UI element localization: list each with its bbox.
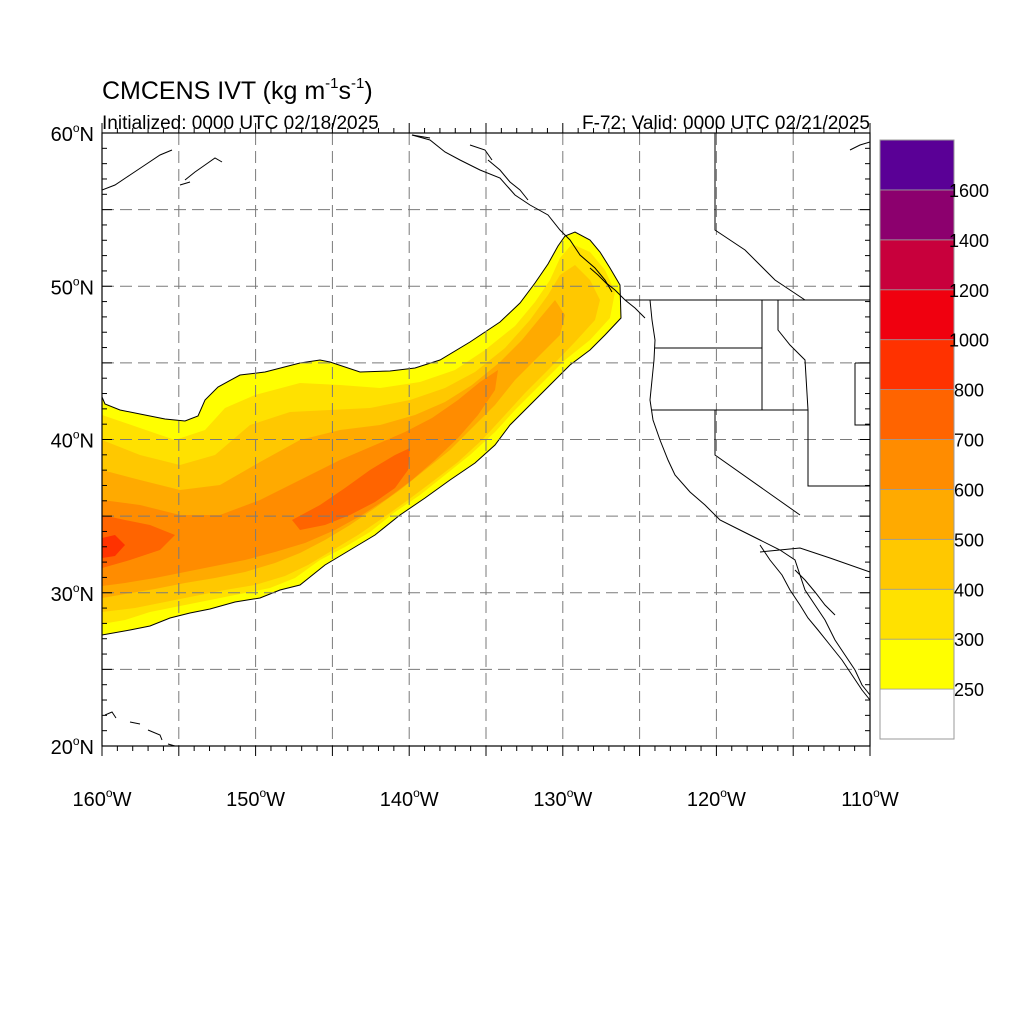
colorbar: 250 300 400 500 600 700 800 1000 1200 1400 1600 bbox=[879, 139, 989, 740]
colorbar-swatch bbox=[879, 588, 955, 640]
ivt-band-600 bbox=[102, 370, 498, 586]
lat-label: 50oN bbox=[51, 274, 94, 299]
ivt-plume bbox=[102, 231, 622, 636]
colorbar-label: 300 bbox=[954, 630, 984, 650]
colorbar-label: 700 bbox=[954, 431, 984, 451]
ivt-band-700-core bbox=[292, 448, 410, 530]
colorbar-label: 1400 bbox=[949, 231, 989, 251]
colorbar-swatch bbox=[879, 489, 955, 540]
latitude-labels: 60oN 50oN 40oN 30oN 20oN bbox=[51, 121, 94, 759]
colorbar-swatch bbox=[879, 538, 955, 590]
map-panel bbox=[102, 133, 870, 746]
lon-label: 110oW bbox=[841, 786, 899, 811]
colorbar-swatch bbox=[879, 389, 955, 440]
initialized-label: Initialized: 0000 UTC 02/18/2025 bbox=[102, 113, 379, 134]
colorbar-label: 250 bbox=[954, 680, 984, 700]
axis-ticks bbox=[101, 123, 871, 756]
colorbar-swatch bbox=[879, 439, 955, 490]
colorbar-frame bbox=[879, 139, 955, 740]
lon-label: 140oW bbox=[380, 786, 439, 811]
colorbar-label: 800 bbox=[954, 381, 984, 401]
colorbar-swatch bbox=[879, 289, 955, 341]
map-title: CMCENS IVT (kg m-1s-1) bbox=[102, 75, 373, 105]
valid-time-label: F-72: Valid: 0000 UTC 02/21/2025 bbox=[582, 113, 870, 134]
colorbar-label: 500 bbox=[954, 530, 984, 550]
ivt-band-800 bbox=[102, 535, 125, 558]
colorbar-label: 400 bbox=[954, 580, 984, 600]
colorbar-label: 1600 bbox=[949, 181, 989, 201]
colorbar-swatch bbox=[879, 688, 955, 740]
ivt-band-700 bbox=[102, 515, 175, 568]
lon-label: 130oW bbox=[533, 786, 592, 811]
colorbar-label: 1200 bbox=[949, 281, 989, 301]
lon-label: 120oW bbox=[687, 786, 746, 811]
colorbar-swatch bbox=[879, 239, 955, 291]
lat-label: 30oN bbox=[51, 581, 94, 606]
coastlines bbox=[102, 134, 870, 746]
map-grid bbox=[102, 133, 870, 746]
colorbar-swatch bbox=[879, 189, 955, 241]
lat-label: 40oN bbox=[51, 428, 94, 453]
lon-label: 150oW bbox=[226, 786, 285, 811]
colorbar-swatch bbox=[879, 638, 955, 690]
lon-label: 160oW bbox=[73, 786, 132, 811]
lat-label: 60oN bbox=[51, 121, 94, 146]
colorbar-label: 1000 bbox=[949, 331, 989, 351]
longitude-labels: 160oW 150oW 140oW 130oW 120oW 110oW bbox=[73, 786, 899, 811]
lat-label: 20oN bbox=[51, 734, 94, 759]
colorbar-swatch bbox=[879, 139, 955, 191]
colorbar-label: 600 bbox=[954, 480, 984, 500]
colorbar-swatch bbox=[879, 339, 955, 390]
